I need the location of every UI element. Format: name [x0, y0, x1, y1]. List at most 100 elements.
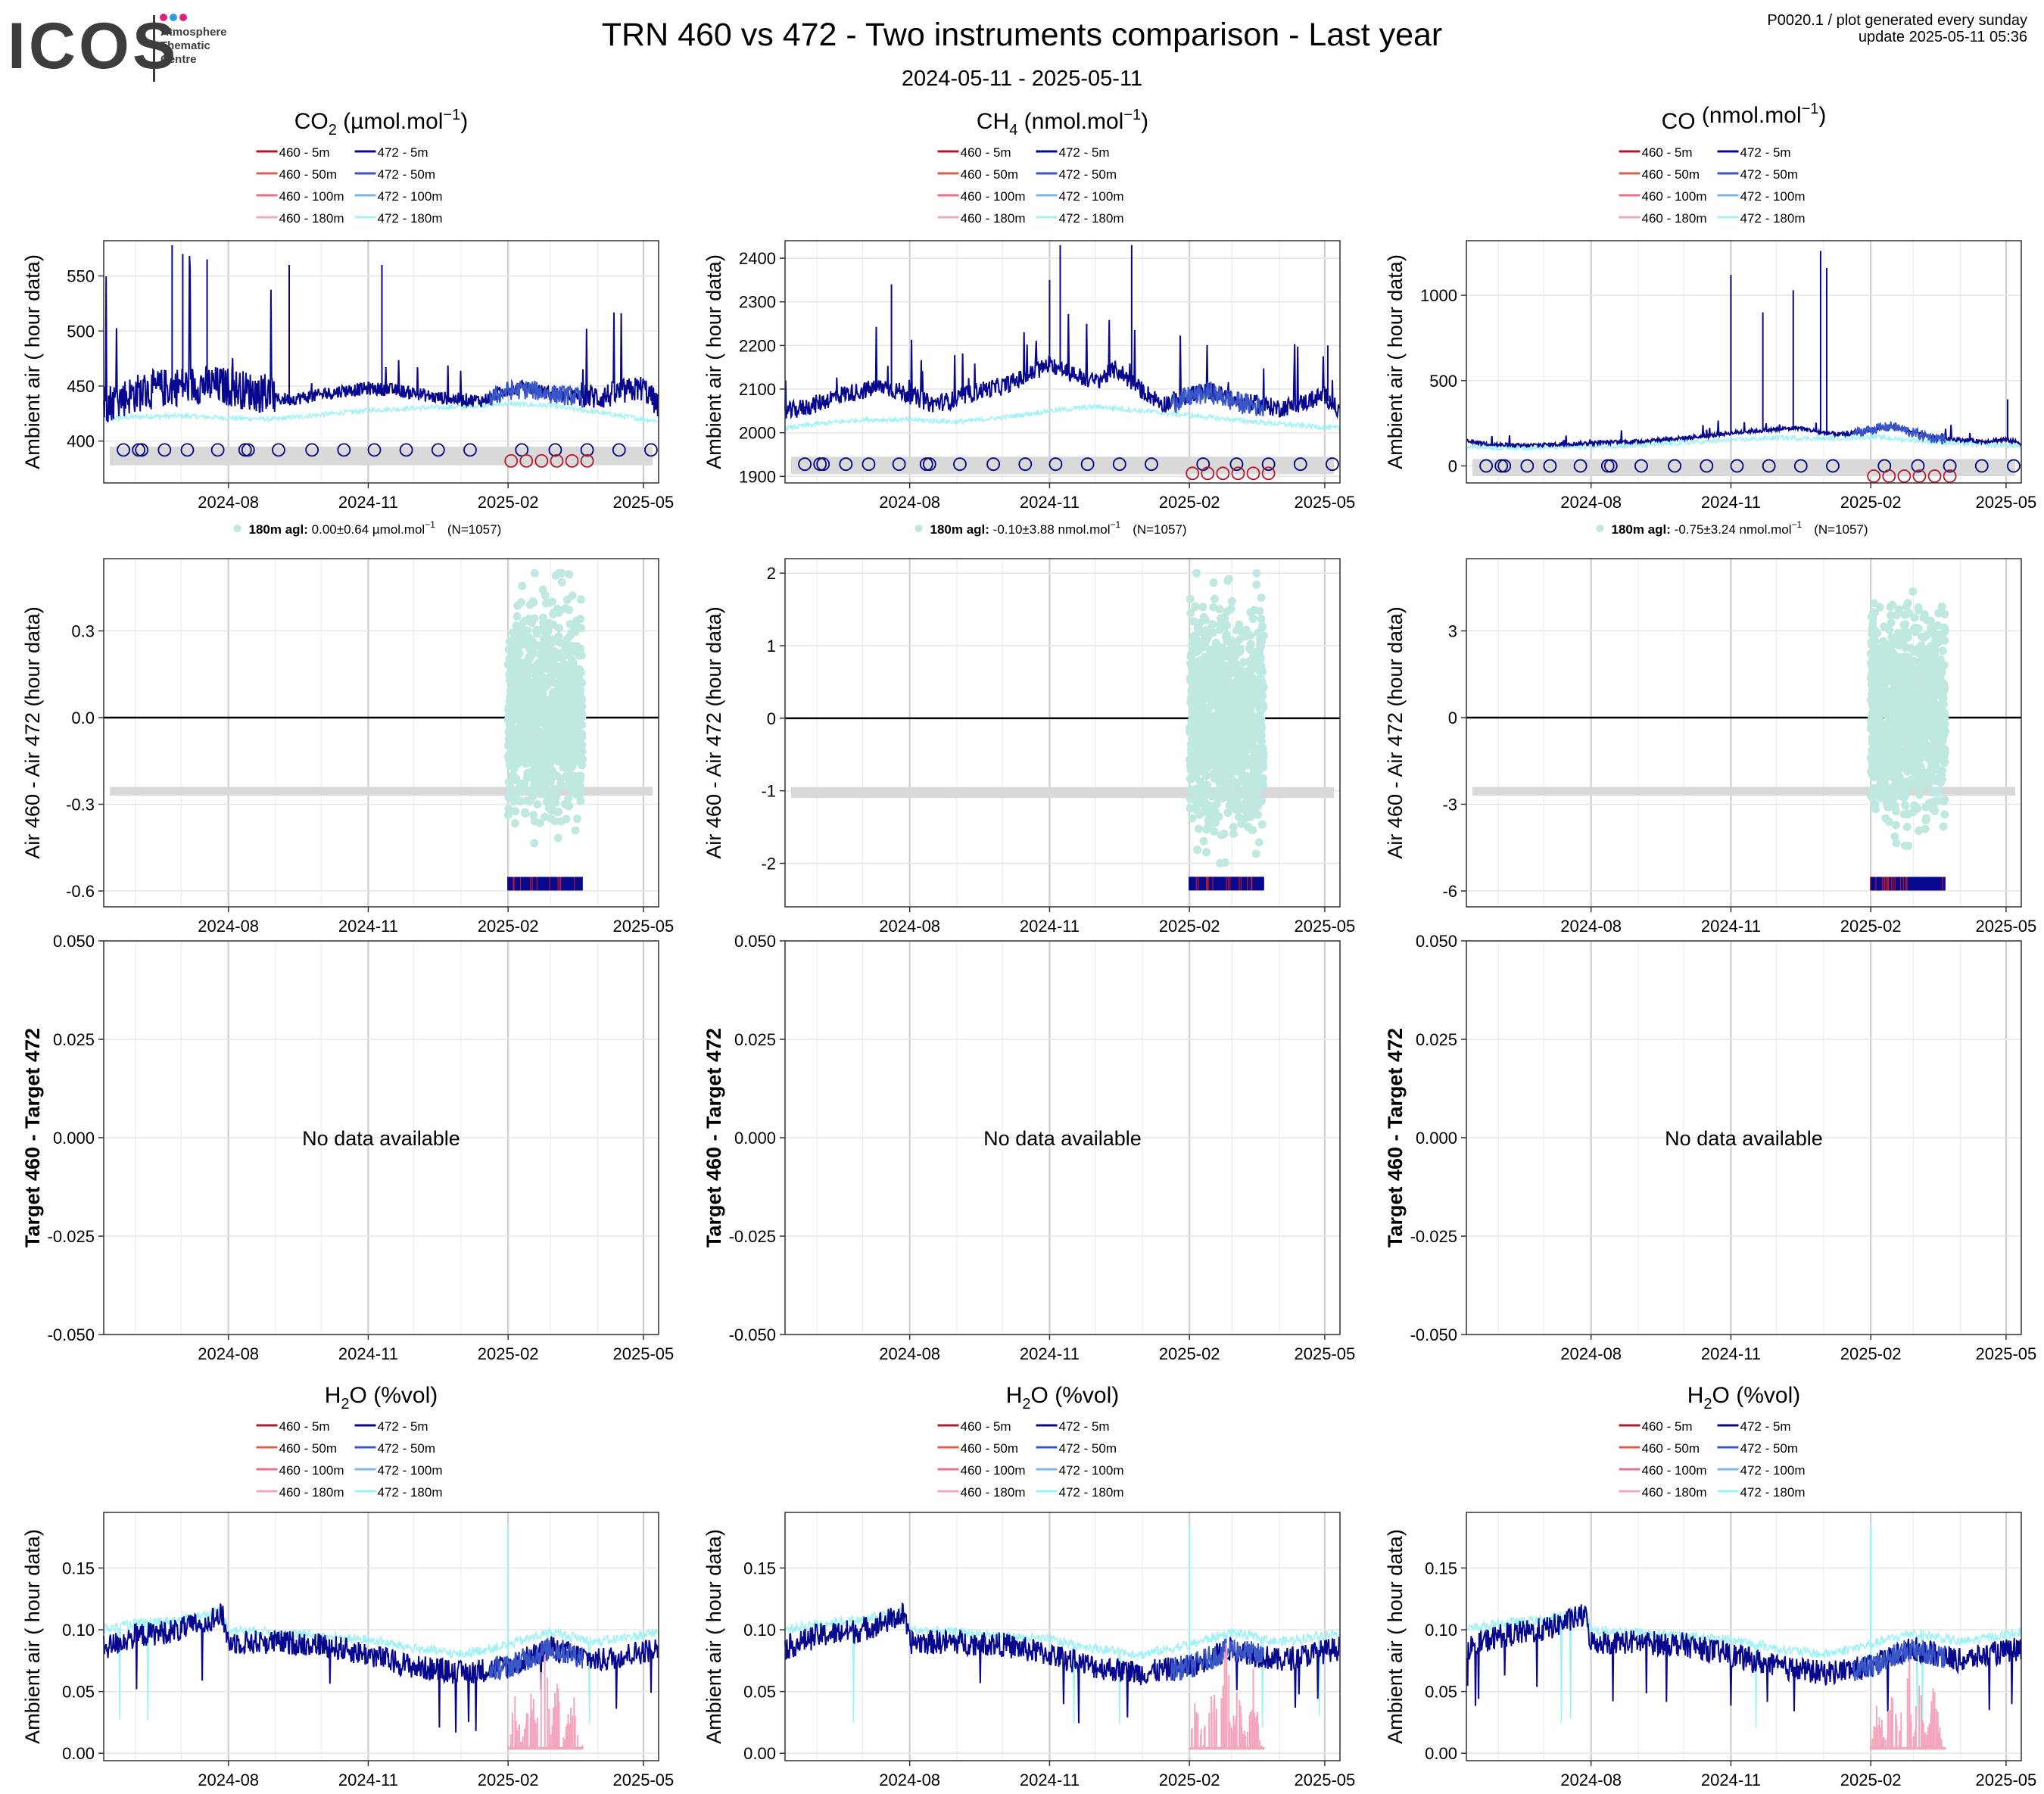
difference-point: [1921, 816, 1930, 825]
difference-point: [1912, 759, 1921, 768]
difference-point: [1936, 796, 1945, 805]
difference-point: [1904, 841, 1913, 850]
chart-co-target: 2024-08 2024-11 2025-02 2025-05 0.050 0.025 0.…: [1384, 932, 2036, 1363]
calibration-marker-472: [798, 457, 812, 472]
calibration-marker-472: [1520, 459, 1535, 473]
difference-point: [512, 621, 521, 630]
y-tick-label: -0.6: [66, 882, 95, 901]
x-tick-label: 2025-02: [478, 1344, 539, 1363]
difference-point: [1880, 779, 1890, 788]
difference-point: [1257, 593, 1266, 603]
legend-label: 460 - 50m: [1642, 167, 1700, 182]
y-tick-label: 0.050: [1416, 932, 1457, 951]
calibration-marker-472: [839, 457, 853, 472]
difference-point: [1935, 767, 1944, 776]
difference-point: [1237, 819, 1246, 828]
difference-point: [530, 839, 539, 848]
difference-point: [538, 643, 547, 652]
difference-point: [1257, 758, 1266, 767]
x-tick-label: 2025-02: [1840, 917, 1902, 936]
difference-point: [1869, 599, 1878, 608]
chart-co-ambient: CO (nmol.mol−1) 460 - 5m 472 - 5m 460 - 50m…: [1384, 101, 2036, 537]
difference-point: [1205, 737, 1214, 746]
legend-label: 472 - 100m: [1059, 189, 1124, 204]
difference-point: [532, 674, 541, 684]
difference-point: [1920, 610, 1929, 619]
difference-point: [1220, 612, 1229, 621]
plot-border: [1466, 240, 2022, 484]
difference-point: [1227, 659, 1236, 668]
legend-label: 472 - 5m: [1059, 145, 1110, 160]
calibration-marker-472: [367, 443, 382, 457]
difference-point: [1252, 568, 1261, 578]
x-tick-label: 2025-05: [1976, 1344, 2037, 1363]
x-tick-label: 2025-02: [1840, 1344, 1902, 1363]
difference-point: [1915, 657, 1924, 666]
difference-point: [541, 777, 550, 786]
difference-point: [1904, 628, 1913, 637]
difference-point: [1209, 658, 1218, 667]
difference-point: [503, 811, 513, 820]
difference-point: [1215, 605, 1224, 614]
difference-point: [527, 721, 536, 730]
difference-point: [1237, 765, 1246, 774]
difference-point: [1195, 681, 1204, 690]
difference-point: [537, 714, 545, 722]
calibration-marker-472: [1497, 459, 1512, 473]
x-tick-label: 2024-11: [1020, 493, 1080, 512]
difference-point: [1210, 827, 1219, 836]
difference-point: [1940, 623, 1949, 632]
difference-point: [1248, 614, 1257, 623]
difference-point: [1212, 799, 1221, 808]
difference-point: [1205, 684, 1214, 693]
x-tick-label: 2024-08: [198, 1344, 259, 1363]
difference-point: [1940, 609, 1949, 618]
difference-point: [562, 814, 571, 824]
y-tick-label: 2000: [739, 424, 776, 443]
calibration-marker-472: [238, 443, 252, 457]
x-tick-label: 2024-11: [1701, 1771, 1761, 1789]
calibration-marker-472: [1943, 459, 1957, 473]
difference-point: [559, 681, 568, 690]
difference-point: [537, 694, 546, 703]
difference-point: [1894, 732, 1903, 741]
difference-point: [544, 658, 553, 667]
calibration-marker-460: [1186, 466, 1200, 481]
difference-point: [1870, 685, 1879, 694]
y-tick-label: 0.025: [734, 1030, 776, 1049]
calibration-marker-460: [1231, 466, 1245, 481]
difference-point: [576, 771, 585, 780]
x-tick-label: 2024-11: [1701, 917, 1761, 936]
panel-title: CH4 (nmol.mol−1): [977, 107, 1148, 139]
difference-point: [566, 631, 575, 640]
difference-point: [1922, 631, 1931, 640]
difference-point: [1201, 626, 1210, 635]
y-tick-label: 0.15: [1425, 1559, 1457, 1578]
difference-point: [1217, 766, 1226, 775]
difference-point: [1887, 744, 1895, 753]
difference-point: [514, 746, 523, 755]
difference-point: [517, 780, 525, 789]
difference-point: [519, 639, 528, 647]
difference-point: [1195, 794, 1204, 803]
difference-point: [510, 819, 519, 827]
difference-point: [1223, 576, 1232, 585]
difference-point: [571, 826, 580, 835]
difference-point: [524, 689, 533, 698]
legend-label: 472 - 180m: [378, 211, 443, 226]
calibration-marker-460: [1246, 466, 1260, 481]
difference-point: [1884, 697, 1893, 706]
difference-point: [1884, 724, 1893, 733]
calibration-marker-460: [534, 454, 549, 468]
reference-band: [110, 447, 653, 466]
difference-point: [1217, 654, 1226, 663]
chart-h2o-1: H2O (%vol) 460 - 5m 472 - 5m 460 - 50m 472 -…: [21, 1383, 674, 1789]
difference-point: [1255, 713, 1264, 722]
difference-point: [1209, 818, 1218, 827]
legend-label: 472 - 50m: [1059, 167, 1117, 182]
difference-point: [1924, 674, 1933, 684]
difference-point: [1915, 789, 1924, 798]
calibration-marker-472: [1048, 457, 1063, 472]
chart-co2-diff: 2024-08 2024-11 2025-02 2025-05 0.3 0.0 -0.3 -0…: [21, 558, 674, 936]
